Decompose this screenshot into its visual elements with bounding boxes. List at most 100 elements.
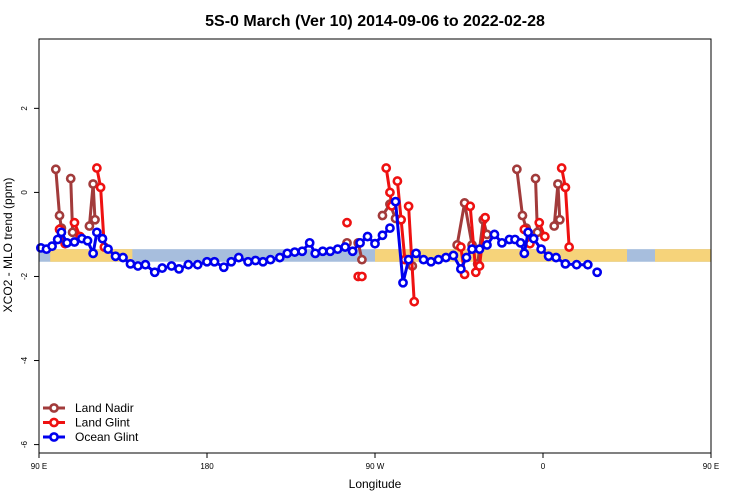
data-point [592, 267, 603, 278]
data-point [370, 238, 380, 249]
data-point [564, 242, 575, 252]
x-tick-label: 90 E [703, 462, 719, 471]
data-point [157, 263, 168, 273]
data-point [56, 227, 67, 238]
legend-item: Ocean Glint [43, 430, 139, 444]
data-point [403, 254, 414, 265]
data-point [426, 256, 436, 267]
data-point [304, 237, 315, 248]
data-point [103, 244, 113, 255]
x-tick-label: 180 [200, 462, 214, 471]
data-point [556, 163, 567, 173]
data-point [233, 252, 244, 263]
data-point [448, 250, 459, 261]
data-point [385, 187, 395, 198]
data-point [357, 254, 367, 265]
data-point [385, 223, 395, 234]
data-point [465, 201, 476, 212]
x-tick-label: 0 [541, 462, 546, 471]
data-point [528, 233, 539, 244]
land-band-3 [655, 249, 711, 262]
data-point [82, 235, 93, 246]
data-point [549, 221, 560, 231]
data-point [118, 252, 128, 263]
data-point [523, 227, 533, 238]
data-point [258, 256, 268, 267]
data-point [554, 214, 565, 225]
y-axis-label: XCO2 - MLO trend (ppm) [1, 178, 15, 313]
data-point [52, 234, 63, 245]
x-tick-label: 90 E [31, 462, 47, 471]
data-point [515, 237, 526, 248]
data-point [95, 182, 106, 193]
series-ocean-glint [35, 196, 603, 288]
data-point [539, 231, 550, 242]
data-point [534, 217, 545, 228]
data-point [390, 196, 401, 207]
data-point [519, 248, 530, 259]
legend-label: Ocean Glint [75, 430, 139, 444]
x-tick-label: 90 W [366, 462, 385, 471]
data-point [218, 262, 229, 273]
data-point [433, 254, 444, 265]
data-point [511, 164, 522, 175]
legend-item: Land Glint [43, 416, 130, 430]
data-point [381, 163, 392, 173]
data-point [474, 261, 485, 271]
y-tick-label: -6 [20, 440, 29, 448]
data-point [347, 246, 358, 257]
data-point [183, 259, 194, 270]
data-point [560, 182, 571, 193]
data-point [517, 210, 528, 221]
data-point [362, 231, 373, 242]
y-tick-label: 2 [20, 106, 29, 111]
data-point [571, 259, 582, 270]
data-point [332, 244, 343, 255]
legend-marker [49, 432, 59, 442]
y-tick-label: 0 [20, 190, 29, 195]
data-point [536, 244, 547, 255]
y-tick-label: -4 [20, 356, 29, 364]
data-point [274, 252, 285, 263]
data-point [54, 210, 65, 221]
data-point [455, 264, 466, 274]
data-point [582, 259, 593, 270]
data-point [202, 256, 212, 267]
data-point [553, 179, 563, 189]
series-line [560, 167, 571, 248]
data-point [140, 259, 151, 270]
data-point [441, 252, 451, 263]
data-point [392, 176, 403, 186]
data-point [480, 212, 491, 223]
data-point [50, 164, 61, 175]
data-point [489, 229, 500, 240]
data-point [209, 256, 220, 267]
data-point [133, 261, 143, 271]
data-point [310, 248, 321, 259]
land-band-2 [561, 249, 627, 262]
data-point [90, 214, 100, 225]
data-point [409, 296, 420, 307]
data-point [88, 248, 99, 259]
data-point [192, 259, 203, 270]
data-point [226, 256, 237, 267]
data-point [398, 277, 408, 288]
data-point [530, 173, 541, 184]
data-point [377, 230, 388, 241]
data-point [65, 173, 76, 184]
legend-marker [49, 403, 59, 413]
data-point [91, 163, 102, 173]
data-point [62, 237, 72, 248]
data-point [461, 252, 472, 263]
data-point [411, 248, 421, 259]
data-point [110, 251, 121, 262]
data-point [88, 179, 99, 189]
data-point [497, 237, 507, 248]
data-point [166, 261, 177, 271]
data-point [243, 256, 253, 267]
x-axis-label: Longitude [349, 477, 402, 491]
data-point [325, 246, 336, 257]
data-point [551, 252, 561, 263]
